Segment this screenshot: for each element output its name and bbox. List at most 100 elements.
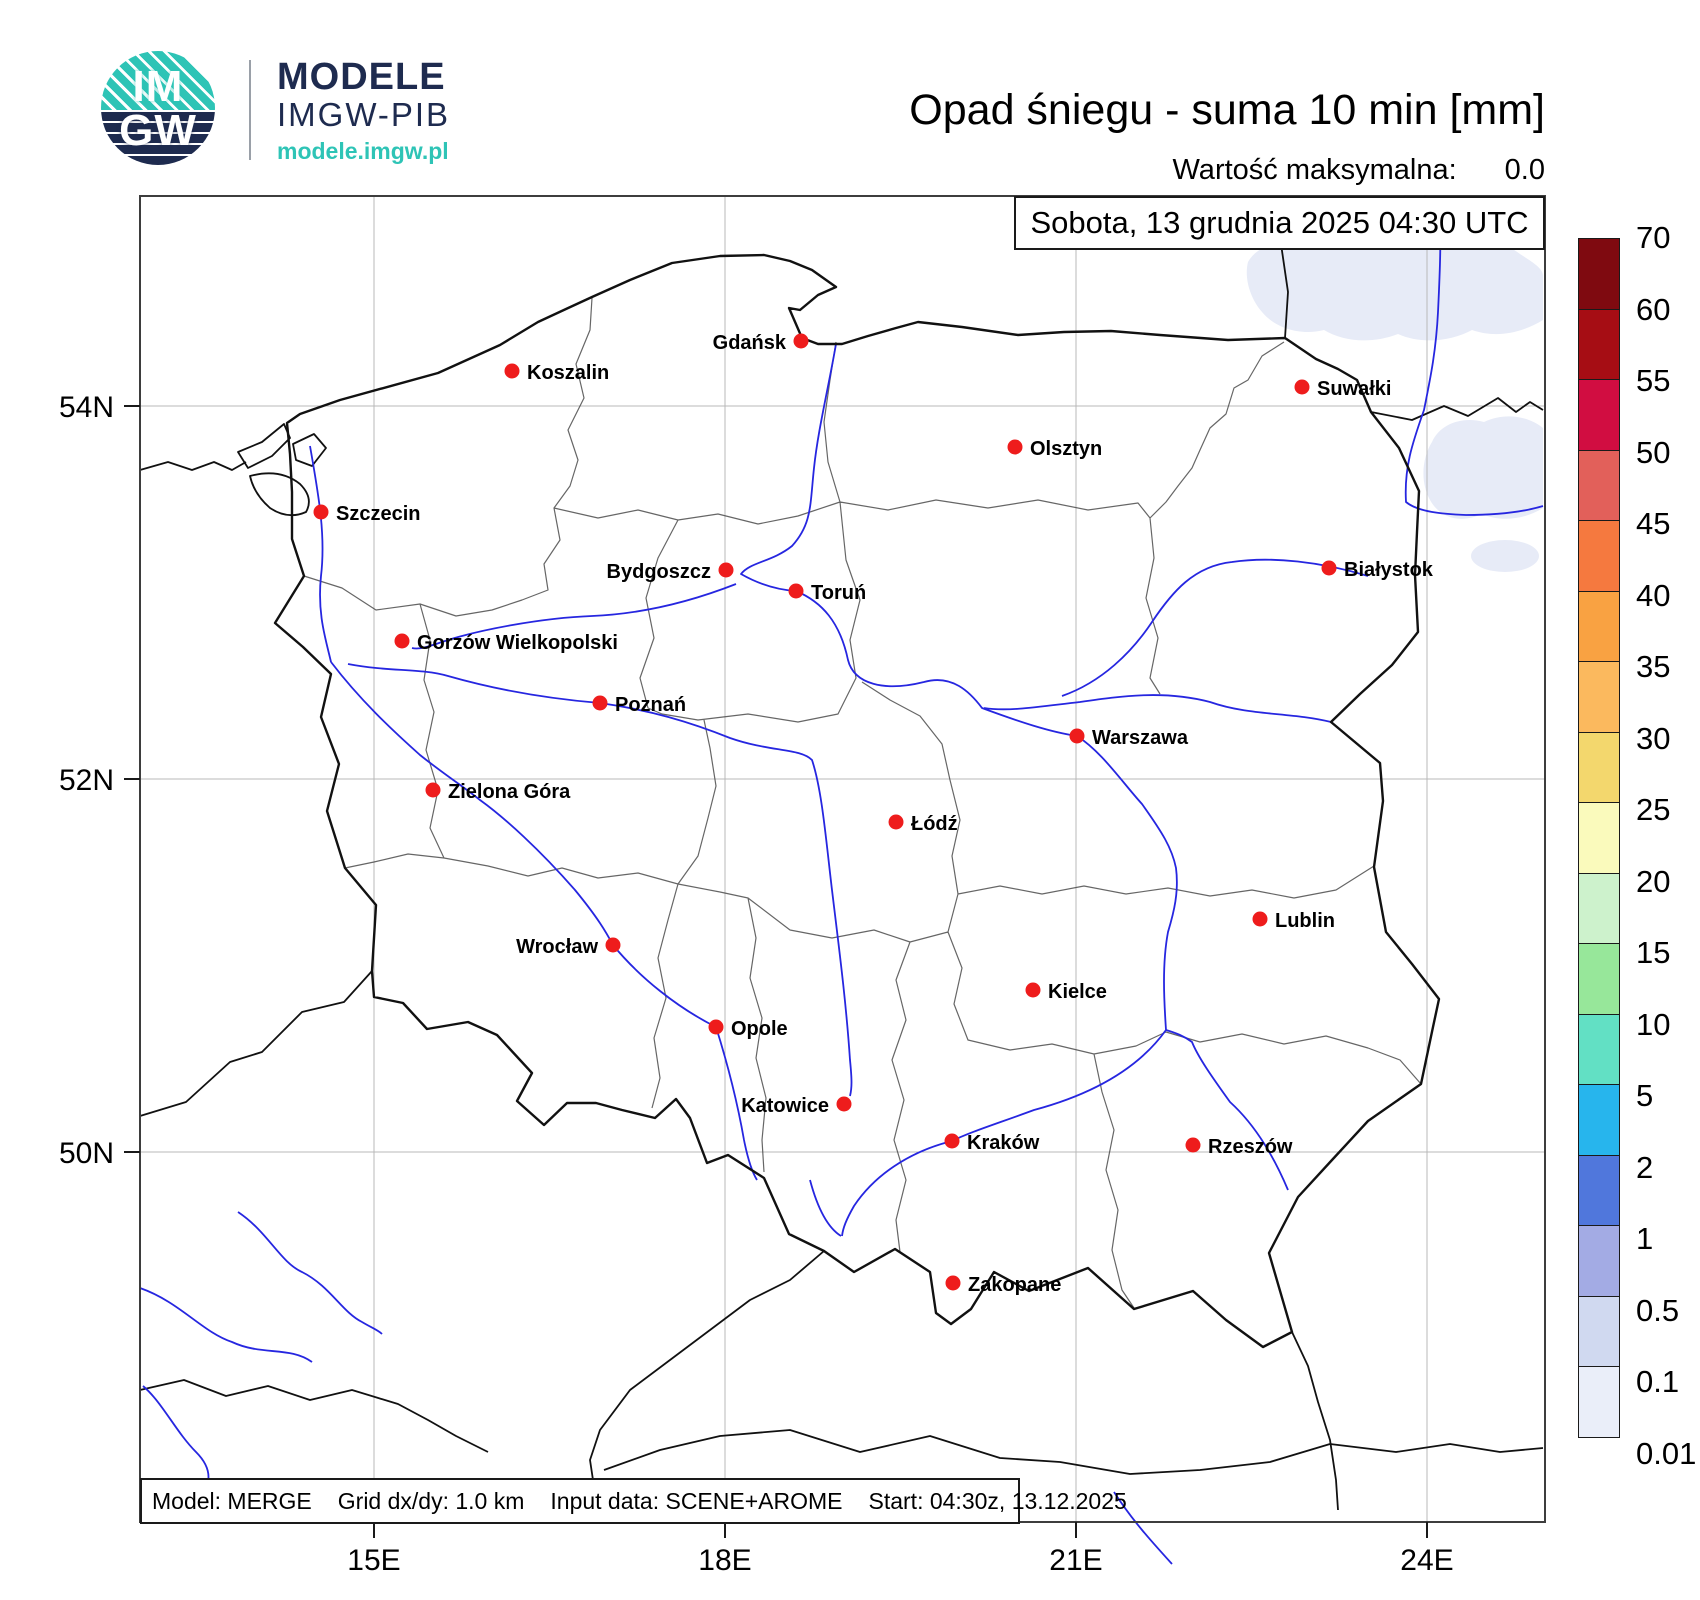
city-dot-icon	[1069, 728, 1085, 744]
graticule	[140, 196, 1545, 1522]
colorbar-value-20: 20	[1636, 863, 1671, 899]
colorbar-value-35: 35	[1636, 649, 1671, 684]
colorbar-bin	[1578, 308, 1620, 380]
timestamp-box: Sobota, 13 grudnia 2025 04:30 UTC	[1014, 196, 1545, 250]
city-dot-icon	[425, 782, 441, 798]
city-dot-icon	[1252, 911, 1268, 927]
city-marker: Zielona Góra	[425, 781, 571, 803]
colorbar-value-0.01: 0.01	[1636, 1435, 1697, 1471]
colorbar-bin	[1578, 1154, 1620, 1226]
lat-label-54N: 54N	[59, 391, 114, 424]
city-dot-icon	[504, 363, 520, 379]
colorbar-legend: 70 60 55 50 45 40 35 30 25 20 15 10 5 2 1 0.5 0.1 0.01	[1578, 220, 1696, 1471]
city-label: Gdańsk	[713, 332, 787, 354]
colorbar-value-10: 10	[1636, 1006, 1671, 1042]
city-label: Kielce	[1048, 981, 1107, 1003]
city-dot-icon	[888, 814, 904, 830]
city-marker: Gdańsk	[713, 332, 809, 354]
city-dot-icon	[1321, 560, 1337, 576]
max-value-line: Wartość maksymalna: 0.0	[1173, 154, 1545, 187]
colorbar-bin	[1578, 1084, 1620, 1156]
lat-label-50N: 50N	[59, 1137, 114, 1170]
colorbar-value-60: 60	[1636, 291, 1671, 327]
city-marker: Suwałki	[1294, 378, 1391, 400]
max-value: 0.0	[1504, 154, 1545, 186]
colorbar-value-0.5: 0.5	[1636, 1292, 1680, 1328]
model-info-item: Start: 04:30z, 13.12.2025	[868, 1487, 1127, 1514]
colorbar-bin	[1578, 1295, 1620, 1367]
city-label: Toruń	[811, 582, 866, 604]
city-label: Warszawa	[1092, 727, 1189, 749]
colorbar-bin	[1578, 1225, 1620, 1297]
city-marker: Gorzów Wielkopolski	[394, 632, 618, 654]
colorbar-bin	[1578, 449, 1620, 521]
poland-border	[273, 253, 1441, 1349]
city-dot-icon	[1294, 379, 1310, 395]
colorbar-value-70: 70	[1636, 220, 1671, 255]
city-label: Opole	[731, 1018, 788, 1040]
lon-label-21E: 21E	[1049, 1544, 1102, 1577]
region-borders	[303, 297, 1422, 1309]
city-marker: Lublin	[1252, 910, 1335, 932]
city-label: Koszalin	[527, 362, 609, 384]
city-marker: Szczecin	[313, 503, 420, 525]
city-label: Poznań	[615, 694, 686, 716]
colorbar-value-25: 25	[1636, 792, 1671, 827]
city-marker: Katowice	[741, 1095, 852, 1117]
city-marker: Toruń	[788, 582, 866, 604]
colorbar-bin	[1578, 872, 1620, 944]
lon-label-15E: 15E	[347, 1544, 400, 1577]
city-dot-icon	[313, 504, 329, 520]
page-title: Opad śniegu - suma 10 min [mm]	[909, 86, 1545, 134]
colorbar-value-1: 1	[1636, 1221, 1654, 1256]
city-dot-icon	[788, 583, 804, 599]
city-label: Olsztyn	[1030, 438, 1102, 460]
city-dot-icon	[1185, 1137, 1201, 1153]
city-marker: Kraków	[944, 1132, 1040, 1154]
city-label: Łódź	[911, 813, 958, 835]
city-marker: Warszawa	[1069, 727, 1189, 749]
city-label: Rzeszów	[1208, 1136, 1293, 1158]
logo-divider	[249, 60, 251, 160]
city-dot-icon	[836, 1096, 852, 1112]
colorbar-value-55: 55	[1636, 363, 1671, 398]
colorbar-bin	[1578, 590, 1620, 662]
city-marker: Białystok	[1321, 559, 1434, 581]
city-label: Zielona Góra	[448, 781, 571, 803]
city-label: Kraków	[967, 1132, 1040, 1154]
colorbar-value-15: 15	[1636, 935, 1671, 970]
city-label: Szczecin	[336, 503, 420, 525]
city-label: Wrocław	[516, 936, 598, 958]
city-label: Suwałki	[1317, 378, 1391, 400]
city-marker: Kielce	[1025, 981, 1107, 1003]
rivers	[139, 195, 1544, 1565]
city-marker: Łódź	[888, 813, 958, 835]
max-value-label: Wartość maksymalna:	[1172, 154, 1457, 186]
city-marker: Bydgoszcz	[607, 561, 734, 583]
model-info-item: Model: MERGE	[152, 1487, 312, 1514]
brand-name-line2: IMGW-PIB	[277, 96, 451, 133]
colorbar-value-0.1: 0.1	[1636, 1364, 1680, 1399]
city-marker: Opole	[708, 1018, 788, 1040]
colorbar-value-45: 45	[1636, 506, 1671, 541]
colorbar-value-50: 50	[1636, 434, 1671, 470]
model-info-box: Model: MERGE Grid dx/dy: 1.0 km Input data…	[140, 1478, 1127, 1524]
colorbar-bin	[1578, 520, 1620, 592]
city-label: Bydgoszcz	[607, 561, 711, 583]
city-dot-icon	[592, 695, 608, 711]
colorbar-bin	[1578, 1013, 1620, 1085]
city-dot-icon	[1025, 982, 1041, 998]
city-marker: Wrocław	[516, 936, 621, 958]
city-marker: Rzeszów	[1185, 1136, 1293, 1158]
city-marker: Zakopane	[945, 1274, 1061, 1296]
city-dot-icon	[605, 937, 621, 953]
imgw-logo-block: IM GW MODELE IMGW-PIB modele.imgw.pl	[0, 0, 520, 190]
timestamp-text: Sobota, 13 grudnia 2025 04:30 UTC	[1030, 205, 1529, 240]
imgw-logo-text-im: IM	[132, 62, 184, 111]
colorbar-bin	[1578, 802, 1620, 874]
precipitation-patches	[1246, 231, 1543, 572]
city-marker: Koszalin	[504, 362, 609, 384]
colorbar-bin	[1578, 1366, 1620, 1438]
city-dot-icon	[944, 1133, 960, 1149]
colorbar-bin	[1578, 943, 1620, 1015]
